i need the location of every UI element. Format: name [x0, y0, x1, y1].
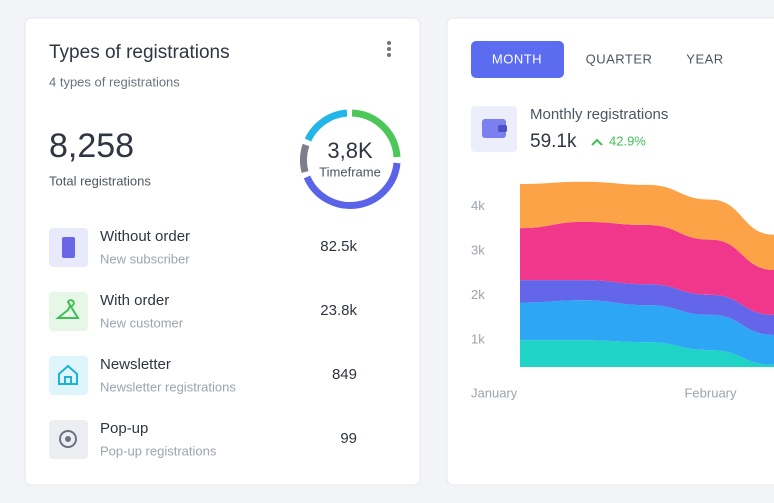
donut-arc [303, 162, 401, 209]
popup-icon [65, 436, 71, 442]
menu-dot [387, 41, 391, 45]
item-value: 23.8k [320, 302, 357, 319]
total-value: 8,258 [49, 127, 134, 165]
donut-arc [299, 143, 310, 173]
area-layer [520, 181, 774, 270]
home-icon [58, 364, 78, 385]
area-layer [520, 300, 774, 365]
tab[interactable]: MONTH [492, 51, 542, 66]
phone-icon [62, 237, 75, 258]
tab-active[interactable] [471, 41, 564, 78]
y-tick-label: 1k [471, 332, 485, 347]
item-subtitle: Newsletter registrations [100, 379, 236, 394]
total-label: Total registrations [49, 173, 151, 188]
area-layer [520, 280, 774, 335]
card-subtitle: 4 types of registrations [49, 74, 180, 89]
card-title: Types of registrations [49, 42, 230, 63]
y-tick-label: 2k [471, 287, 485, 302]
up-arrow [591, 138, 603, 146]
donut-arc [304, 109, 348, 142]
item-subtitle: New subscriber [100, 251, 190, 266]
y-tick-label: 4k [471, 198, 485, 213]
item-value: 99 [340, 430, 357, 447]
card [24, 17, 421, 486]
item-title: With order [100, 292, 169, 309]
item-value: 849 [332, 366, 357, 383]
wallet-icon [498, 125, 507, 132]
hanger-icon [55, 299, 80, 319]
metric-value: 59.1k [530, 131, 577, 152]
icon-box [49, 292, 88, 331]
donut [299, 109, 401, 209]
tab[interactable]: YEAR [686, 51, 723, 66]
wallet-icon [482, 119, 506, 138]
item-value: 82.5k [320, 238, 357, 255]
donut-label: Timeframe [319, 164, 381, 179]
item-title: Newsletter [100, 356, 171, 373]
item-title: Without order [100, 228, 190, 245]
metric-change: 42.9% [609, 133, 646, 148]
menu[interactable] [387, 41, 391, 57]
metric-title: Monthly registrations [530, 106, 668, 123]
popup-icon [59, 430, 77, 448]
item-subtitle: New customer [100, 315, 184, 330]
item-subtitle: Pop-up registrations [100, 443, 217, 458]
x-tick-label: February [684, 385, 737, 400]
donut-value: 3,8K [327, 138, 373, 163]
donut-arc [351, 109, 401, 158]
y-tick-label: 3k [471, 243, 485, 258]
menu-dot [387, 53, 391, 57]
icon-box [49, 356, 88, 395]
area-layer [520, 340, 774, 367]
area-layer [520, 221, 774, 315]
x-tick-label: January [471, 385, 518, 400]
tab[interactable]: QUARTER [586, 51, 653, 66]
item-title: Pop-up [100, 420, 148, 437]
menu-dot [387, 47, 391, 51]
